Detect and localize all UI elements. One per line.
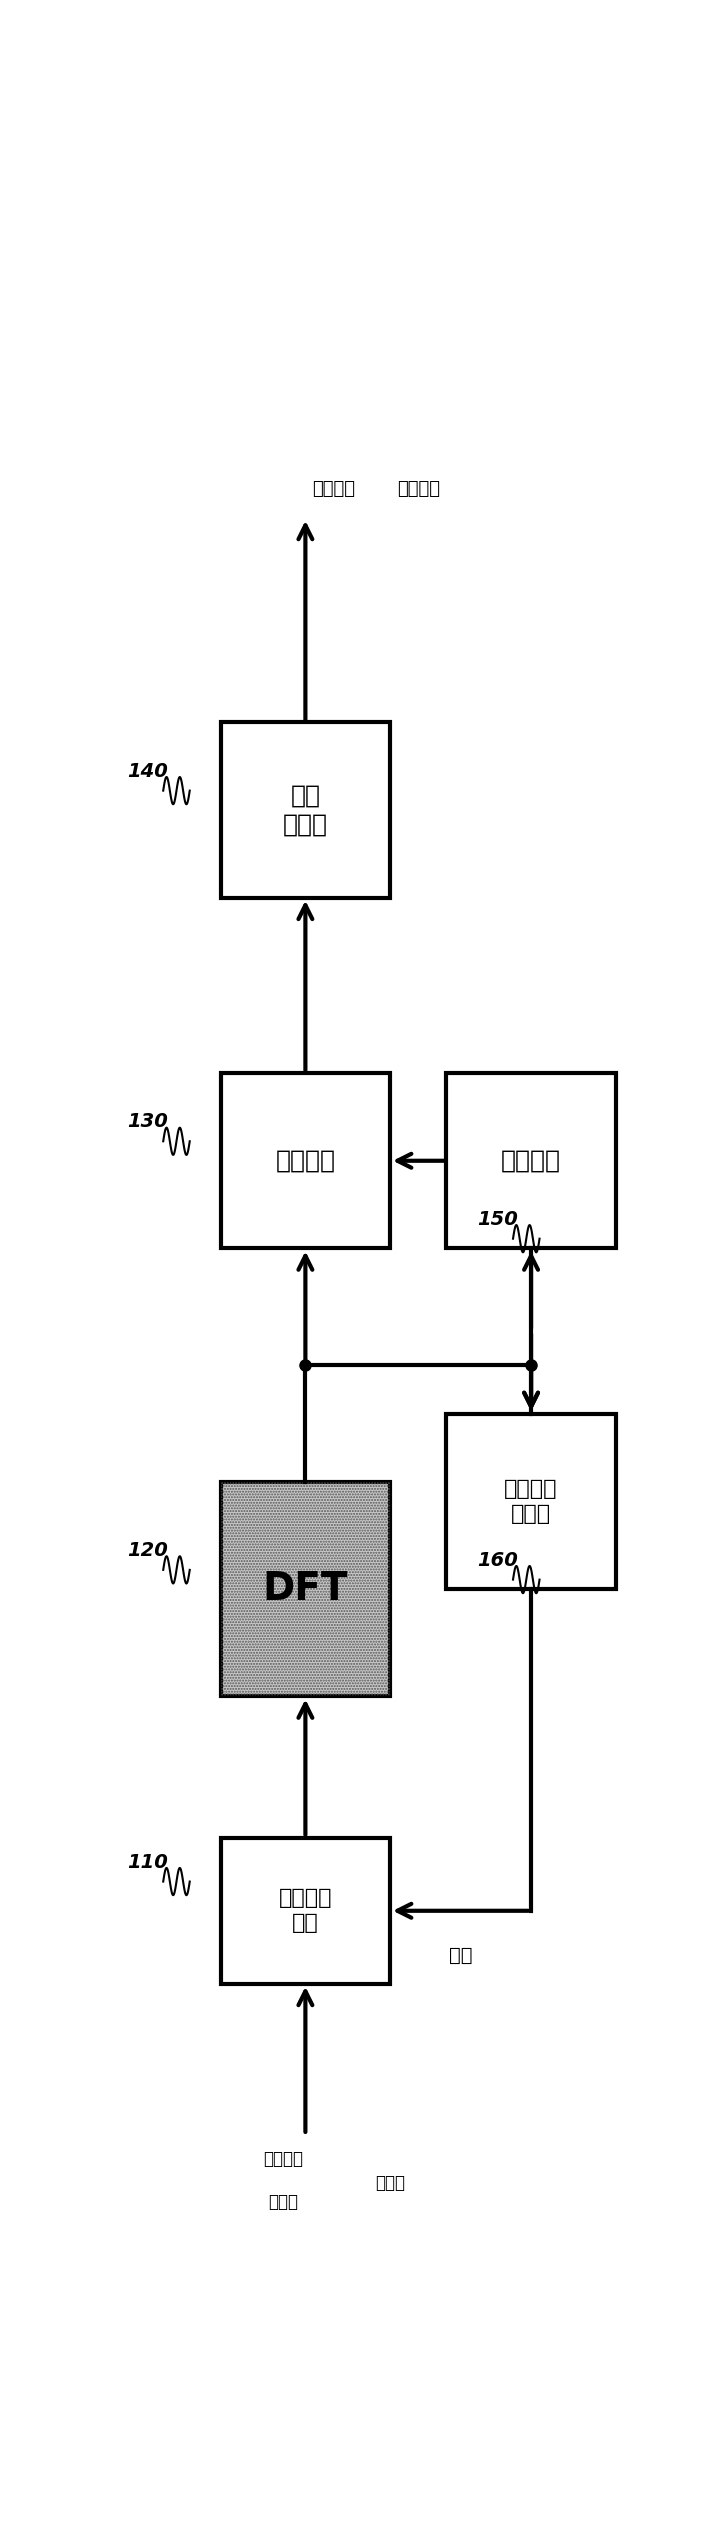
Text: 接收器: 接收器 xyxy=(375,2173,405,2191)
Text: 信道估计: 信道估计 xyxy=(501,1149,561,1174)
Text: 110: 110 xyxy=(127,1852,168,1872)
Text: 保护间隔
去除: 保护间隔 去除 xyxy=(279,1887,332,1933)
Text: DFT: DFT xyxy=(263,1571,348,1609)
Bar xyxy=(221,1483,390,1698)
Text: 符号
去映射: 符号 去映射 xyxy=(283,784,328,837)
Bar xyxy=(221,724,390,898)
Text: 控制: 控制 xyxy=(448,1946,472,1966)
Text: 数据均衡: 数据均衡 xyxy=(275,1149,336,1174)
Bar xyxy=(221,1837,390,1984)
Text: 130: 130 xyxy=(127,1113,168,1131)
Text: 时间跟踪
指示器: 时间跟踪 指示器 xyxy=(505,1480,558,1523)
Text: 输入流: 输入流 xyxy=(268,2194,298,2211)
Text: 的软比特: 的软比特 xyxy=(397,481,440,498)
Text: 120: 120 xyxy=(127,1541,168,1561)
Text: 140: 140 xyxy=(127,762,168,782)
Bar xyxy=(221,1073,390,1247)
Text: 复合数据: 复合数据 xyxy=(263,2150,303,2168)
Bar xyxy=(446,1414,616,1589)
Bar xyxy=(446,1073,616,1247)
Text: 150: 150 xyxy=(477,1209,518,1230)
Bar xyxy=(221,1483,390,1698)
Text: 至解码器: 至解码器 xyxy=(312,481,355,498)
Text: 160: 160 xyxy=(477,1551,518,1569)
